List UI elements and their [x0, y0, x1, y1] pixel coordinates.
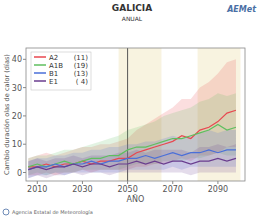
x-axis-label: AÑO — [127, 194, 145, 204]
band — [28, 144, 236, 178]
x-tick-label: 2030 — [72, 185, 92, 194]
y-tick-label: 40 — [12, 55, 22, 64]
y-tick — [23, 87, 26, 88]
legend-swatch — [34, 72, 46, 74]
title: GALICIA — [112, 3, 152, 13]
x-tick-label: 2090 — [208, 185, 228, 194]
chart: GALICIAANUALAEMet01020304020102030205020… — [0, 0, 260, 218]
y-tick-label: 20 — [12, 112, 22, 121]
logo: AEMet — [226, 5, 257, 14]
subtitle: ANUAL — [122, 15, 143, 22]
x-tick — [172, 181, 173, 184]
series-line — [28, 124, 236, 166]
y-tick-label: 30 — [12, 84, 22, 93]
y-tick-label: 10 — [12, 140, 22, 149]
x-tick — [82, 181, 83, 184]
frame — [26, 48, 245, 181]
legend-count: (13) — [74, 70, 89, 78]
legend-swatch — [34, 64, 46, 66]
y-tick — [23, 59, 26, 60]
legend-swatch — [34, 80, 46, 82]
legend-count: (11) — [74, 54, 89, 62]
legend-count: (19) — [74, 62, 89, 70]
footer: Agencia Estatal de Meteorología — [12, 209, 93, 216]
x-tick — [127, 181, 128, 184]
legend-box — [31, 52, 91, 90]
x-tick-label: 2070 — [163, 185, 183, 194]
y-tick-label: 0 — [17, 169, 22, 178]
legend-count: ( 4) — [76, 78, 88, 86]
legend-label: B1 — [49, 70, 58, 78]
legend-label: A1B — [49, 62, 63, 70]
band — [28, 130, 236, 178]
x-tick-label: 2010 — [27, 185, 47, 194]
series-line — [28, 150, 236, 170]
plot-bg — [26, 48, 245, 181]
x-tick-label: 2050 — [117, 185, 137, 194]
y-tick — [23, 172, 26, 173]
plot-area — [28, 48, 240, 181]
y-axis-label: Cambio duración olas de calor (días) — [3, 54, 11, 175]
y-tick — [23, 115, 26, 116]
footer-logo — [3, 209, 9, 215]
y-tick — [23, 144, 26, 145]
series-line — [28, 158, 236, 169]
legend-swatch — [34, 56, 46, 58]
x-tick — [37, 181, 38, 184]
x-tick — [217, 181, 218, 184]
legend-label: A2 — [49, 54, 58, 62]
legend-label: E1 — [49, 78, 58, 86]
